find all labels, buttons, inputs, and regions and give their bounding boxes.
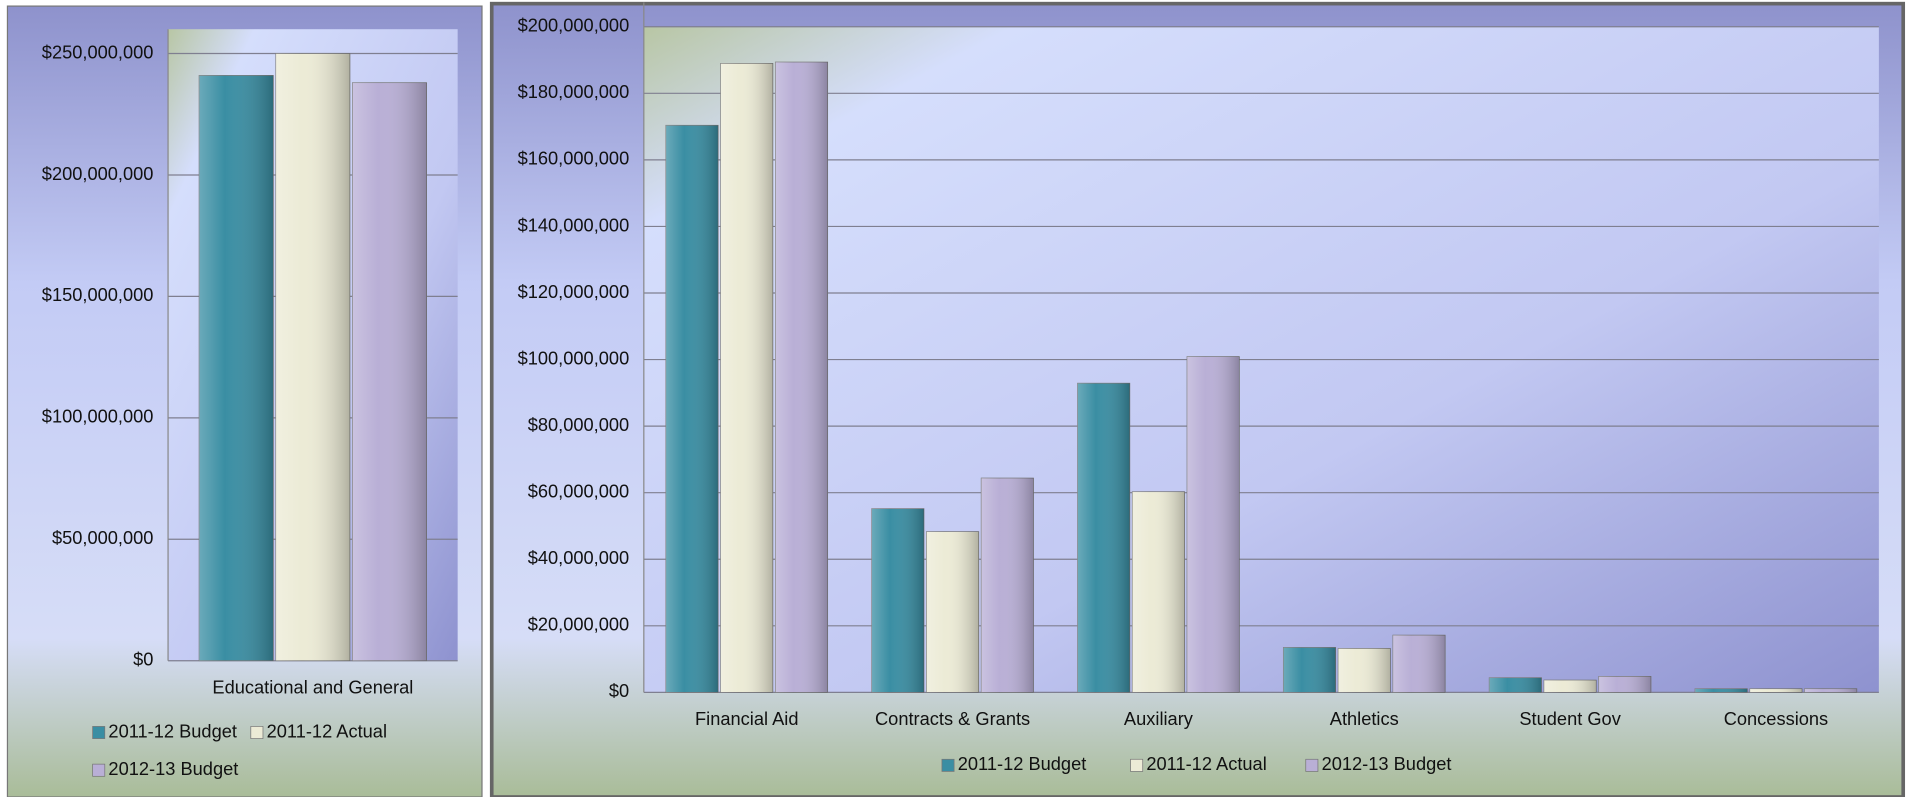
x-tick-label: Athletics	[1330, 708, 1399, 729]
y-tick-label: $0	[609, 680, 629, 701]
bar-shade	[665, 125, 719, 693]
y-tick-label: $140,000,000	[518, 214, 630, 235]
x-tick-label: Auxiliary	[1124, 708, 1194, 729]
x-tick-label: Contracts & Grants	[875, 708, 1030, 729]
y-tick-label: $100,000,000	[518, 347, 630, 368]
y-tick-label: $50,000,000	[52, 527, 154, 548]
y-tick-label: $180,000,000	[518, 81, 630, 102]
bar-shade	[720, 63, 773, 693]
bar-shade	[775, 62, 828, 693]
legend-swatch	[92, 763, 106, 777]
legend-label: 2011-12 Budget	[108, 720, 237, 741]
legend-swatch	[92, 726, 106, 739]
x-tick-label: Educational and General	[212, 677, 413, 698]
y-tick-label: $120,000,000	[518, 281, 630, 302]
y-tick-label: $250,000,000	[42, 41, 154, 62]
legend-label: 2011-12 Actual	[267, 720, 387, 741]
bar-shade	[199, 75, 274, 661]
bar-shade	[1338, 648, 1391, 693]
bar-shade	[1132, 491, 1185, 693]
bar-shade	[1804, 688, 1857, 693]
legend-label: 2011-12 Budget	[958, 753, 1087, 774]
legend-swatch	[1130, 758, 1144, 772]
x-tick-label: Financial Aid	[695, 708, 798, 729]
legend-label: 2012-13 Budget	[108, 758, 238, 779]
y-tick-label: $150,000,000	[42, 284, 154, 305]
bar-shade	[981, 478, 1034, 693]
bar-shade	[1283, 647, 1336, 693]
y-tick-label: $200,000,000	[518, 15, 630, 36]
bar-shade	[1598, 676, 1652, 693]
y-tick-label: $200,000,000	[42, 163, 154, 184]
legend-label: 2012-13 Budget	[1322, 753, 1452, 774]
legend-swatch	[1305, 758, 1319, 772]
y-tick-label: $60,000,000	[528, 481, 630, 502]
bar-shade	[926, 531, 979, 693]
y-tick-label: $20,000,000	[528, 614, 630, 635]
legend-label: 2011-12 Actual	[1146, 753, 1266, 774]
bar-shade	[352, 82, 427, 661]
bar-shade	[1543, 680, 1597, 693]
bar-shade	[1695, 688, 1748, 693]
y-tick-label: $0	[133, 649, 153, 670]
y-tick-label: $160,000,000	[518, 148, 630, 169]
bar-shade	[871, 508, 924, 693]
y-tick-label: $80,000,000	[528, 414, 630, 435]
bar-shade	[275, 53, 350, 661]
bar-shade	[1077, 383, 1130, 693]
y-tick-label: $40,000,000	[528, 547, 630, 568]
legend-swatch	[250, 726, 264, 739]
bar-shade	[1392, 635, 1446, 693]
bar-shade	[1749, 688, 1803, 693]
x-tick-label: Student Gov	[1519, 708, 1621, 729]
bar-shade	[1489, 677, 1542, 693]
legend-swatch	[941, 758, 955, 772]
x-tick-label: Concessions	[1724, 708, 1828, 729]
bar-shade	[1187, 356, 1240, 693]
y-tick-label: $100,000,000	[42, 406, 154, 427]
